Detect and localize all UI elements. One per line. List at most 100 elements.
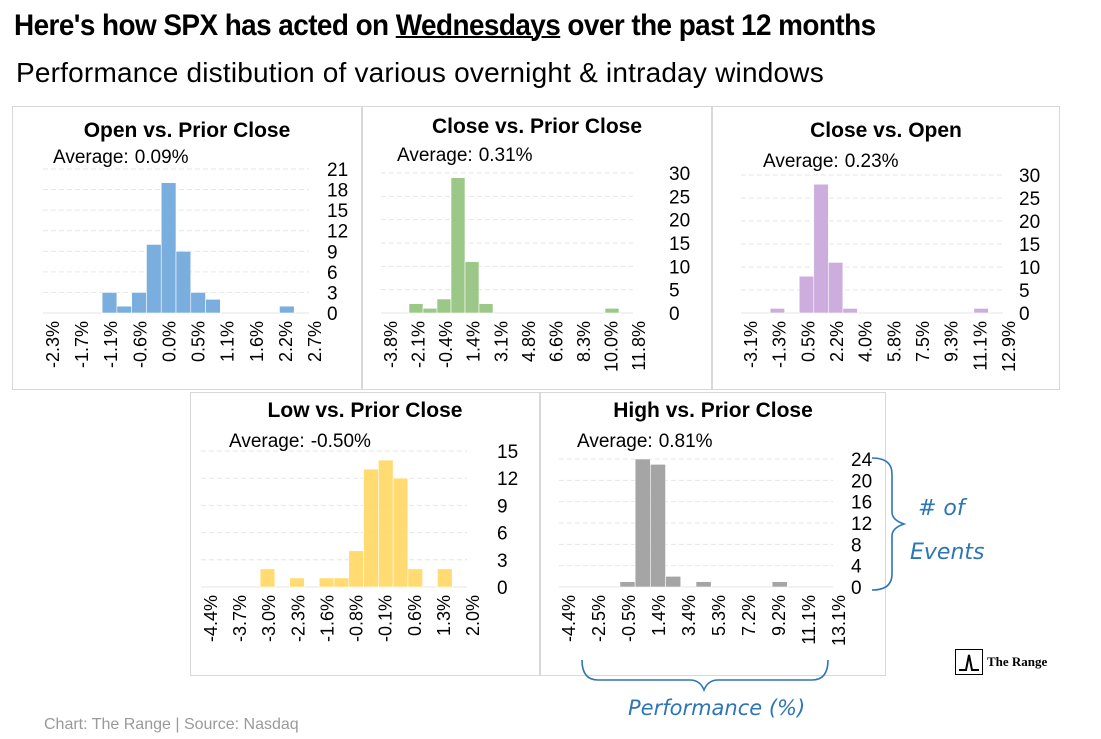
- x-tick-label: 11.1%: [970, 321, 990, 371]
- y-tick-label: 15: [1019, 235, 1040, 256]
- average-label: Average:: [397, 145, 473, 166]
- histogram-bar: [190, 292, 206, 314]
- brand-logo: The Range: [955, 648, 1047, 676]
- chart-open-vs-prior-close: 0 3 6 9 12 15 18 21 -2.3% -1.7% -1.1% -0.6% 0.0% 0.5%…: [12, 106, 362, 390]
- histogram-bar: [798, 275, 815, 314]
- x-tick-label: -1.7%: [72, 321, 92, 368]
- histogram-bar: [695, 581, 712, 588]
- chart-title: Low vs. Prior Close: [267, 399, 463, 422]
- x-tick-label: 11.8%: [629, 321, 649, 371]
- histogram-bar: [289, 577, 305, 588]
- histogram-bar: [478, 303, 494, 314]
- histogram-bar: [131, 292, 147, 314]
- x-tick-label: -3.0%: [259, 595, 279, 642]
- y-tick-label: 5: [1019, 281, 1030, 302]
- y-tick-label: 25: [669, 187, 690, 208]
- y-tick-label: 9: [497, 496, 508, 517]
- histogram-bar: [650, 464, 666, 588]
- y-tick-label: 3: [327, 283, 338, 304]
- y-tick-label: 8: [851, 535, 862, 556]
- x-tick-label: -1.3%: [770, 321, 790, 368]
- histogram-bar: [348, 550, 364, 588]
- y-tick-label: 9: [327, 242, 338, 263]
- histogram-bar: [619, 581, 636, 588]
- y-tick-label: 18: [327, 181, 348, 202]
- x-tick-label: -0.1%: [376, 595, 396, 642]
- histogram-bar: [333, 577, 350, 588]
- average-value: 0.31%: [478, 145, 533, 166]
- x-tick-label: -3.7%: [230, 595, 250, 642]
- y-axis-annotation-line2: Events: [910, 540, 985, 565]
- title-part-2: over the past 12 months: [567, 9, 876, 42]
- x-tick-label: 7.2%: [739, 595, 759, 636]
- histogram-bar: [828, 262, 844, 314]
- x-tick-label: 2.7%: [305, 321, 325, 362]
- y-tick-label: 30: [1019, 166, 1040, 187]
- y-tick-label: 10: [1019, 258, 1040, 279]
- x-tick-label: 2.2%: [827, 321, 847, 362]
- x-axis-annotation: Performance (%): [628, 696, 806, 720]
- page-subtitle: Performance distibution of various overn…: [16, 57, 824, 88]
- x-tick-label: -2.1%: [409, 321, 429, 368]
- x-tick-label: -0.6%: [130, 321, 150, 368]
- y-tick-label: 15: [497, 442, 518, 463]
- title-part-1: Here's how SPX has acted on: [14, 9, 389, 42]
- y-tick-label: 5: [669, 281, 680, 302]
- y-tick-label: 6: [497, 524, 508, 545]
- chart-title: Open vs. Prior Close: [83, 119, 291, 142]
- average-text: Average: 0.81%: [577, 431, 713, 453]
- x-tick-label: 2.0%: [463, 595, 483, 636]
- x-tick-label: -1.1%: [101, 321, 121, 368]
- x-tick-label: 9.3%: [942, 321, 962, 362]
- x-tick-label: -3.1%: [741, 321, 761, 368]
- y-tick-label: 12: [327, 222, 348, 243]
- y-tick-label: 15: [669, 234, 690, 255]
- histogram-bar: [259, 568, 276, 588]
- histogram-bar: [450, 177, 466, 314]
- histogram-bar: [973, 308, 989, 314]
- chart-close-vs-prior-close: 0 5 10 15 20 25 30 -3.8% -2.1% -0.4% 1.4% 3.1% 4.8% 6…: [362, 106, 712, 390]
- average-value: -0.50%: [310, 431, 371, 452]
- x-tick-label: 9.2%: [769, 595, 789, 636]
- x-tick-label: -2.5%: [589, 595, 609, 642]
- x-tick-label: 13.1%: [829, 595, 849, 646]
- histogram-bar: [422, 308, 438, 314]
- histogram-bar: [634, 458, 651, 588]
- chart-high-vs-prior-close: 0 4 8 12 16 20 24 -4.4% -2.5% -0.5% 1.4% 3.4% 5.3% 7.…: [540, 392, 886, 676]
- x-tick-label: 1.3%: [434, 595, 454, 636]
- x-tick-label: 0.5%: [189, 321, 209, 362]
- average-value: 0.81%: [658, 431, 713, 452]
- y-tick-label: 21: [327, 160, 348, 181]
- x-tick-label: -3.8%: [381, 321, 401, 368]
- page-title: Here's how SPX has acted on Wednesdays o…: [14, 6, 876, 46]
- x-tick-label: -0.5%: [619, 595, 639, 642]
- y-tick-label: 6: [327, 263, 338, 284]
- x-tick-label: -2.3%: [288, 595, 308, 642]
- y-tick-label: 16: [851, 493, 872, 514]
- histogram-bar: [665, 576, 682, 588]
- histogram-bar: [842, 308, 858, 314]
- x-tick-label: 1.6%: [247, 321, 267, 362]
- average-label: Average:: [763, 151, 839, 172]
- x-tick-label: -2.3%: [43, 321, 63, 368]
- histogram-bar: [464, 261, 480, 314]
- x-tick-label: -1.6%: [317, 595, 337, 642]
- y-tick-label: 0: [669, 304, 680, 325]
- histogram-bar: [160, 182, 177, 314]
- y-tick-label: 3: [497, 551, 508, 572]
- x-tick-label: 0.5%: [798, 321, 818, 362]
- x-tick-label: 7.5%: [913, 321, 933, 362]
- average-text: Average: 0.31%: [397, 145, 533, 167]
- title-highlight: Wednesdays: [395, 9, 561, 42]
- histogram-bar: [116, 305, 132, 314]
- y-tick-label: 0: [497, 578, 508, 599]
- x-tick-label: 10.0%: [602, 321, 622, 372]
- average-value: 0.23%: [844, 151, 899, 172]
- x-tick-label: -4.4%: [559, 595, 579, 642]
- x-tick-label: 11.1%: [799, 595, 819, 645]
- histogram-bar: [175, 250, 192, 314]
- footer-source: Chart: The Range | Source: Nasdaq: [44, 716, 299, 733]
